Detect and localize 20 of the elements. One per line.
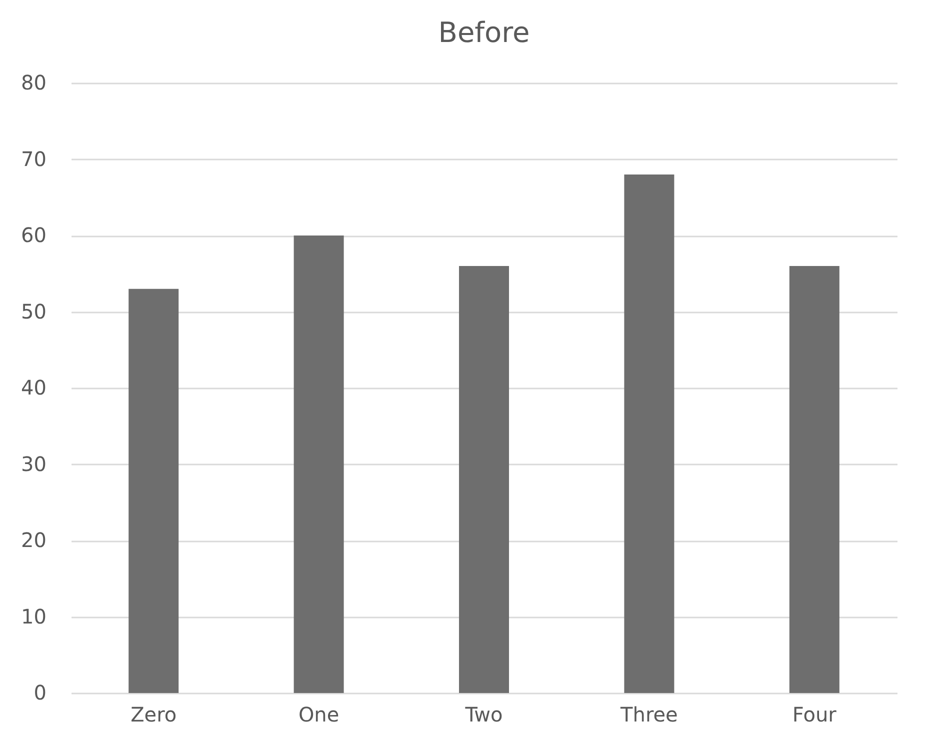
y-tick-label: 0 xyxy=(34,680,46,704)
y-tick-label: 80 xyxy=(21,70,46,94)
y-tick-label: 30 xyxy=(21,452,46,476)
bar xyxy=(294,236,344,693)
bar xyxy=(789,266,840,693)
x-tick-label: Three xyxy=(620,702,678,726)
y-tick-label: 50 xyxy=(21,299,46,324)
bar xyxy=(624,174,674,693)
chart-title: Before xyxy=(438,16,530,49)
y-tick-label: 20 xyxy=(21,528,46,552)
bar xyxy=(459,266,509,693)
y-tick-label: 60 xyxy=(21,223,46,247)
x-tick-label: One xyxy=(298,702,340,726)
y-tick-label: 40 xyxy=(21,376,46,400)
x-tick-label: Zero xyxy=(130,702,177,726)
x-tick-label: Two xyxy=(464,702,503,726)
x-tick-label: Four xyxy=(792,702,838,726)
y-tick-label: 70 xyxy=(21,146,46,171)
bar xyxy=(128,288,179,693)
y-tick-label: 10 xyxy=(21,604,46,628)
